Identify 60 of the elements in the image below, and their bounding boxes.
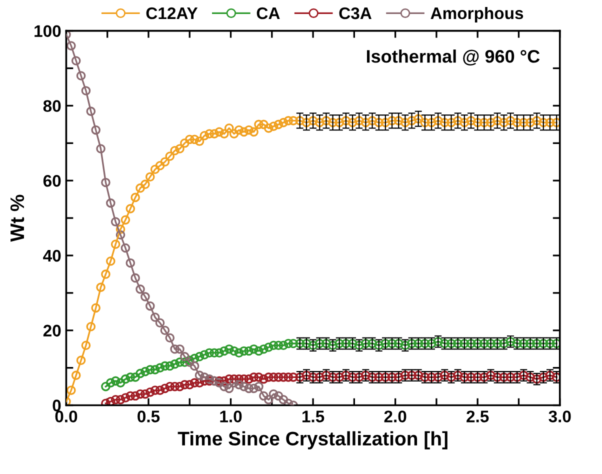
point <box>81 86 91 96</box>
point <box>66 41 76 50</box>
point <box>101 178 110 188</box>
point <box>165 333 175 343</box>
y-tick-label: 80 <box>43 100 61 112</box>
x-tick-label: 1.5 <box>302 410 324 422</box>
legend-label: Amorphous <box>430 6 524 22</box>
point <box>120 243 130 253</box>
annotation: Isothermal @ 960 °C <box>366 50 540 66</box>
x-tick-label: 0.5 <box>138 410 160 422</box>
point <box>126 258 136 268</box>
x-axis-title: Time Since Crystallization [h] <box>178 431 448 450</box>
x-tick-label: 2.5 <box>466 410 489 422</box>
point <box>106 198 116 208</box>
point <box>116 230 126 240</box>
x-tick-label: 3.0 <box>548 410 571 422</box>
point <box>244 384 254 394</box>
point <box>278 395 288 404</box>
point <box>268 389 278 399</box>
point <box>91 125 100 135</box>
point <box>175 344 184 354</box>
point <box>136 284 145 294</box>
point <box>160 326 170 336</box>
point <box>239 382 249 392</box>
point <box>180 352 190 362</box>
point <box>190 361 200 371</box>
point <box>140 292 150 302</box>
y-tick-label: 40 <box>43 250 61 262</box>
x-tick-label: 2.0 <box>384 410 406 422</box>
legend-label: C12AY <box>146 7 198 20</box>
point <box>254 382 264 392</box>
y-axis-title: Wt % <box>10 194 24 242</box>
point <box>86 106 96 116</box>
point <box>264 395 274 404</box>
point <box>110 217 120 226</box>
point <box>155 318 165 328</box>
point <box>224 384 234 394</box>
point <box>96 144 106 154</box>
point <box>259 391 268 401</box>
legend-label: C3A <box>339 7 372 20</box>
y-tick-label: 60 <box>43 174 61 187</box>
point <box>71 56 81 66</box>
y-tick-label: 20 <box>43 324 61 337</box>
point <box>145 301 155 311</box>
point <box>130 273 140 283</box>
x-tick-label: 1.0 <box>220 410 242 422</box>
y-tick-label: 100 <box>34 25 61 38</box>
point <box>76 71 86 80</box>
point <box>170 344 180 354</box>
point <box>234 380 244 390</box>
point <box>220 382 229 392</box>
point <box>200 372 210 382</box>
point <box>150 312 160 322</box>
point <box>274 391 284 401</box>
y-tick-label: 0 <box>52 400 61 412</box>
x-tick-label: 0.0 <box>55 410 78 422</box>
point <box>194 370 204 380</box>
legend-label: CA <box>256 7 280 20</box>
point <box>229 378 239 388</box>
point <box>249 384 258 394</box>
